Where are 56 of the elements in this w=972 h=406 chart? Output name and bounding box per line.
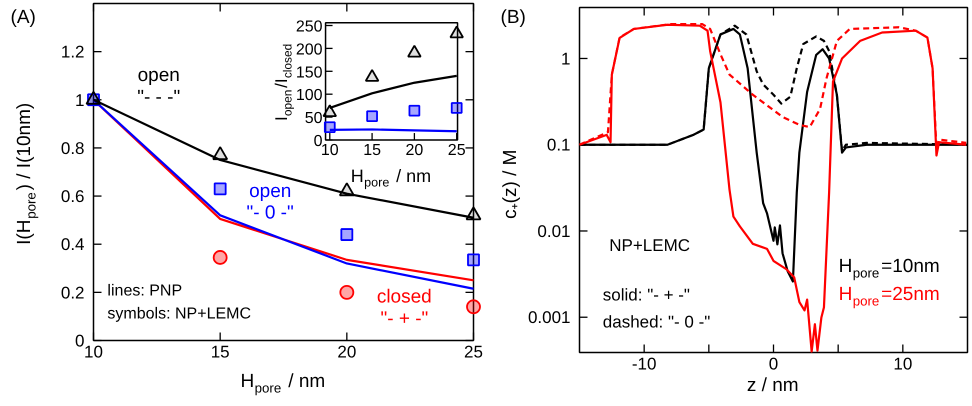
y-tick-label: 100 xyxy=(296,87,323,104)
point xyxy=(408,104,420,117)
chart-title: (B) xyxy=(500,7,526,28)
y-axis-title: I(Hpore) / I(10nm) xyxy=(14,102,39,245)
y-tick-label: 0.001 xyxy=(528,308,571,328)
series-label: open "- 0 -" xyxy=(246,180,294,224)
point xyxy=(366,110,378,122)
point xyxy=(364,69,380,82)
y-tick-label: 0.01 xyxy=(537,222,571,241)
point xyxy=(214,182,227,196)
annotation: symbols: NP+LEMC xyxy=(107,306,252,323)
x-tick-label: 0 xyxy=(768,354,778,374)
point xyxy=(467,253,480,266)
y-tick-label: 1 xyxy=(561,49,571,68)
x-tick-label: 20 xyxy=(405,142,424,159)
x-tick-label: -10 xyxy=(632,354,656,374)
x-tick-label: 15 xyxy=(363,142,382,159)
y-tick-label: 50 xyxy=(304,110,323,128)
x-tick-label: 10 xyxy=(893,354,912,374)
point xyxy=(339,284,354,300)
x-tick-label: 25 xyxy=(448,142,466,159)
x-tick-label: 25 xyxy=(464,342,483,362)
x-tick-label: 15 xyxy=(210,342,230,362)
legend-label: open "- - -" xyxy=(137,65,180,108)
y-axis-title: c₊(z) / M xyxy=(500,150,521,219)
point xyxy=(450,102,463,114)
y-axis-title: Iopen/Iclosed xyxy=(272,44,295,122)
point xyxy=(212,250,228,265)
chart-title: (A) xyxy=(10,7,36,28)
series-label: closed "- + -" xyxy=(376,286,432,330)
y-tick-label: 0.6 xyxy=(60,187,85,206)
y-tick-label: 150 xyxy=(296,64,323,82)
y-tick-label: 250 xyxy=(296,18,323,36)
x-tick-label: 20 xyxy=(337,342,356,362)
y-tick-label: 200 xyxy=(296,41,323,58)
point xyxy=(212,146,228,160)
y-tick-label: 1.2 xyxy=(60,42,85,62)
annotation: lines: PNP xyxy=(107,282,182,300)
annotation: solid: "- + -" xyxy=(602,286,690,305)
y-tick-label: 0.4 xyxy=(60,235,85,254)
y-tick-label: 0.8 xyxy=(60,138,85,158)
point xyxy=(407,44,422,58)
point xyxy=(466,206,482,220)
point xyxy=(449,26,464,38)
x-tick-label: 10 xyxy=(84,342,103,362)
point xyxy=(466,299,481,314)
x-tick-label: 10 xyxy=(320,142,339,159)
point xyxy=(340,228,354,241)
y-tick-label: 0.2 xyxy=(60,283,85,302)
point xyxy=(324,121,336,134)
annotation: NP+LEMC xyxy=(609,236,690,255)
y-tick-label: 0.1 xyxy=(546,136,571,155)
point xyxy=(338,182,355,196)
y-tick-label: 1 xyxy=(75,90,85,110)
x-axis-title: z / nm xyxy=(746,375,799,396)
annotation: dashed: "- 0 -" xyxy=(602,312,710,332)
